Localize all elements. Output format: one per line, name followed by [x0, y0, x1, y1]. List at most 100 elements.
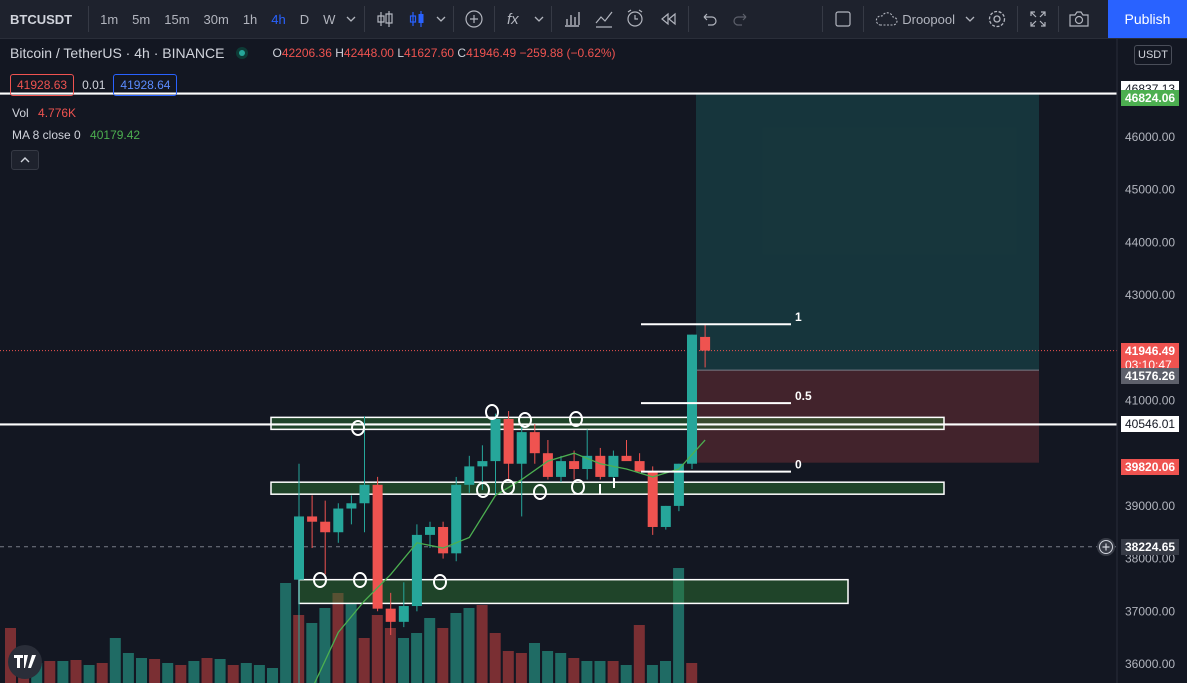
volume-bar [345, 603, 357, 683]
publish-button[interactable]: Publish [1108, 0, 1187, 38]
currency-badge[interactable]: USDT [1134, 45, 1172, 65]
symbol-search[interactable]: BTCUSDT [10, 11, 73, 27]
spread-value: 0.01 [82, 78, 106, 92]
candles [294, 324, 711, 683]
layout-selector[interactable]: Droopool [868, 11, 981, 27]
volume-bar [398, 638, 409, 683]
long-position-tool[interactable] [696, 93, 1039, 463]
chevron-down-icon[interactable] [533, 7, 545, 31]
replay-icon[interactable] [656, 7, 680, 31]
candle-body [634, 461, 645, 472]
price-tag-last: 41946.49 03:10:47 [1121, 342, 1180, 373]
zone-rectangle [270, 481, 945, 495]
interval-4h[interactable]: 4h [271, 11, 286, 27]
candle-body [307, 516, 318, 522]
open-value: 42206.36 [281, 46, 332, 60]
volume-legend[interactable]: Vol 4.776K [12, 106, 76, 120]
alert-icon[interactable] [624, 7, 648, 31]
interval-1d[interactable]: D [299, 11, 310, 27]
candle-body [372, 484, 383, 609]
candle-body [687, 334, 697, 464]
change-value: −259.88 (−0.62%) [519, 46, 616, 60]
open-key: O [272, 46, 282, 60]
high-value: 42448.00 [343, 46, 394, 60]
financials-icon[interactable] [560, 7, 584, 31]
chevron-down-icon [965, 16, 975, 22]
symbol-title[interactable]: Bitcoin / TetherUS · 4h · BINANCE [10, 45, 225, 61]
volume-bar [489, 633, 501, 683]
volume-bar [607, 661, 619, 683]
price-axis-tick: 43000.00 [1125, 288, 1175, 302]
price-axis[interactable]: 46000.00 45000.00 44000.00 43000.00 41000.00… [1116, 39, 1175, 683]
hand-drawn-marks[interactable] [313, 404, 615, 590]
price-axis-tick: 44000.00 [1125, 235, 1175, 249]
volume-bar [70, 660, 82, 683]
price-axis-tick: 45000.00 [1125, 183, 1175, 197]
volume-bar [515, 653, 527, 683]
volume-bars [5, 568, 698, 683]
chevron-down-icon[interactable] [344, 7, 358, 31]
camera-icon[interactable] [1067, 7, 1091, 31]
ohlc-values: O42206.36 H42448.00 L41627.60 C41946.49 … [272, 46, 615, 60]
interval-1m[interactable]: 1m [100, 11, 119, 27]
undo-icon[interactable] [697, 7, 721, 31]
volume-bar [83, 665, 95, 683]
candle-style-icon[interactable] [405, 7, 429, 31]
collapse-legend-button[interactable] [11, 150, 39, 170]
candle-body [529, 432, 540, 454]
candle-body [385, 608, 396, 622]
volume-bar [201, 658, 213, 683]
price-tag-level-line: 40546.01 [1121, 416, 1180, 433]
buy-button[interactable]: 41928.64 [113, 74, 178, 96]
horizontal-lines[interactable] [0, 92, 1117, 548]
add-alert-plus-icon[interactable] [1097, 537, 1115, 556]
interval-15m[interactable]: 15m [164, 11, 190, 27]
tradingview-logo-icon[interactable] [8, 645, 42, 679]
low-key: L [397, 46, 404, 60]
volume-bar [646, 665, 658, 683]
interval-1w[interactable]: W [323, 11, 336, 27]
stop-zone [696, 370, 1039, 463]
toolbar-divider [551, 6, 553, 32]
scribble-mark [501, 479, 515, 495]
volume-bar [568, 658, 580, 683]
templates-icon[interactable] [592, 7, 616, 31]
volume-bar [240, 663, 252, 683]
indicators-glyph: fx [507, 11, 519, 28]
volume-bar [122, 653, 134, 683]
cloud-icon [876, 12, 898, 26]
scribble-mark [485, 404, 499, 420]
chart-canvas[interactable]: 10.50 46000.0045000.0044000.0043000.0041… [0, 39, 1187, 683]
scribble-mark [433, 574, 447, 590]
fib-retracement[interactable]: 10.50 [641, 310, 812, 473]
interval-30m[interactable]: 30m [203, 11, 229, 27]
fullscreen-icon[interactable] [1026, 7, 1050, 31]
low-value: 41627.60 [404, 46, 455, 60]
bar-style-icon[interactable] [373, 7, 397, 31]
volume-bar [555, 653, 567, 683]
sell-button[interactable]: 41928.63 [10, 74, 75, 96]
chevron-down-icon[interactable] [435, 7, 447, 31]
candle-body [503, 418, 514, 464]
indicators-icon[interactable]: fx [503, 7, 527, 31]
toolbar-divider [88, 6, 90, 32]
settings-icon[interactable] [985, 7, 1009, 31]
close-value: 41946.49 [466, 46, 517, 60]
price-axis-tick: 37000.00 [1125, 604, 1175, 618]
candle-body [294, 516, 304, 580]
redo-icon[interactable] [729, 7, 753, 31]
compare-add-icon[interactable] [462, 7, 486, 31]
moving-average-line [313, 439, 706, 683]
volume-bar [437, 628, 449, 683]
toolbar-divider [1058, 6, 1059, 32]
interval-1h[interactable]: 1h [242, 11, 258, 27]
volume-bar [686, 663, 698, 683]
volume-bar [529, 643, 540, 683]
fullscreen-layout-icon[interactable] [831, 7, 855, 31]
ma-legend[interactable]: MA 8 close 0 40179.42 [12, 128, 140, 142]
ma-value: 40179.42 [90, 128, 141, 142]
interval-5m[interactable]: 5m [132, 11, 151, 27]
last-price-value: 41946.49 [1125, 343, 1176, 358]
volume-bar [463, 608, 475, 683]
price-axis-tick: 39000.00 [1125, 499, 1175, 513]
